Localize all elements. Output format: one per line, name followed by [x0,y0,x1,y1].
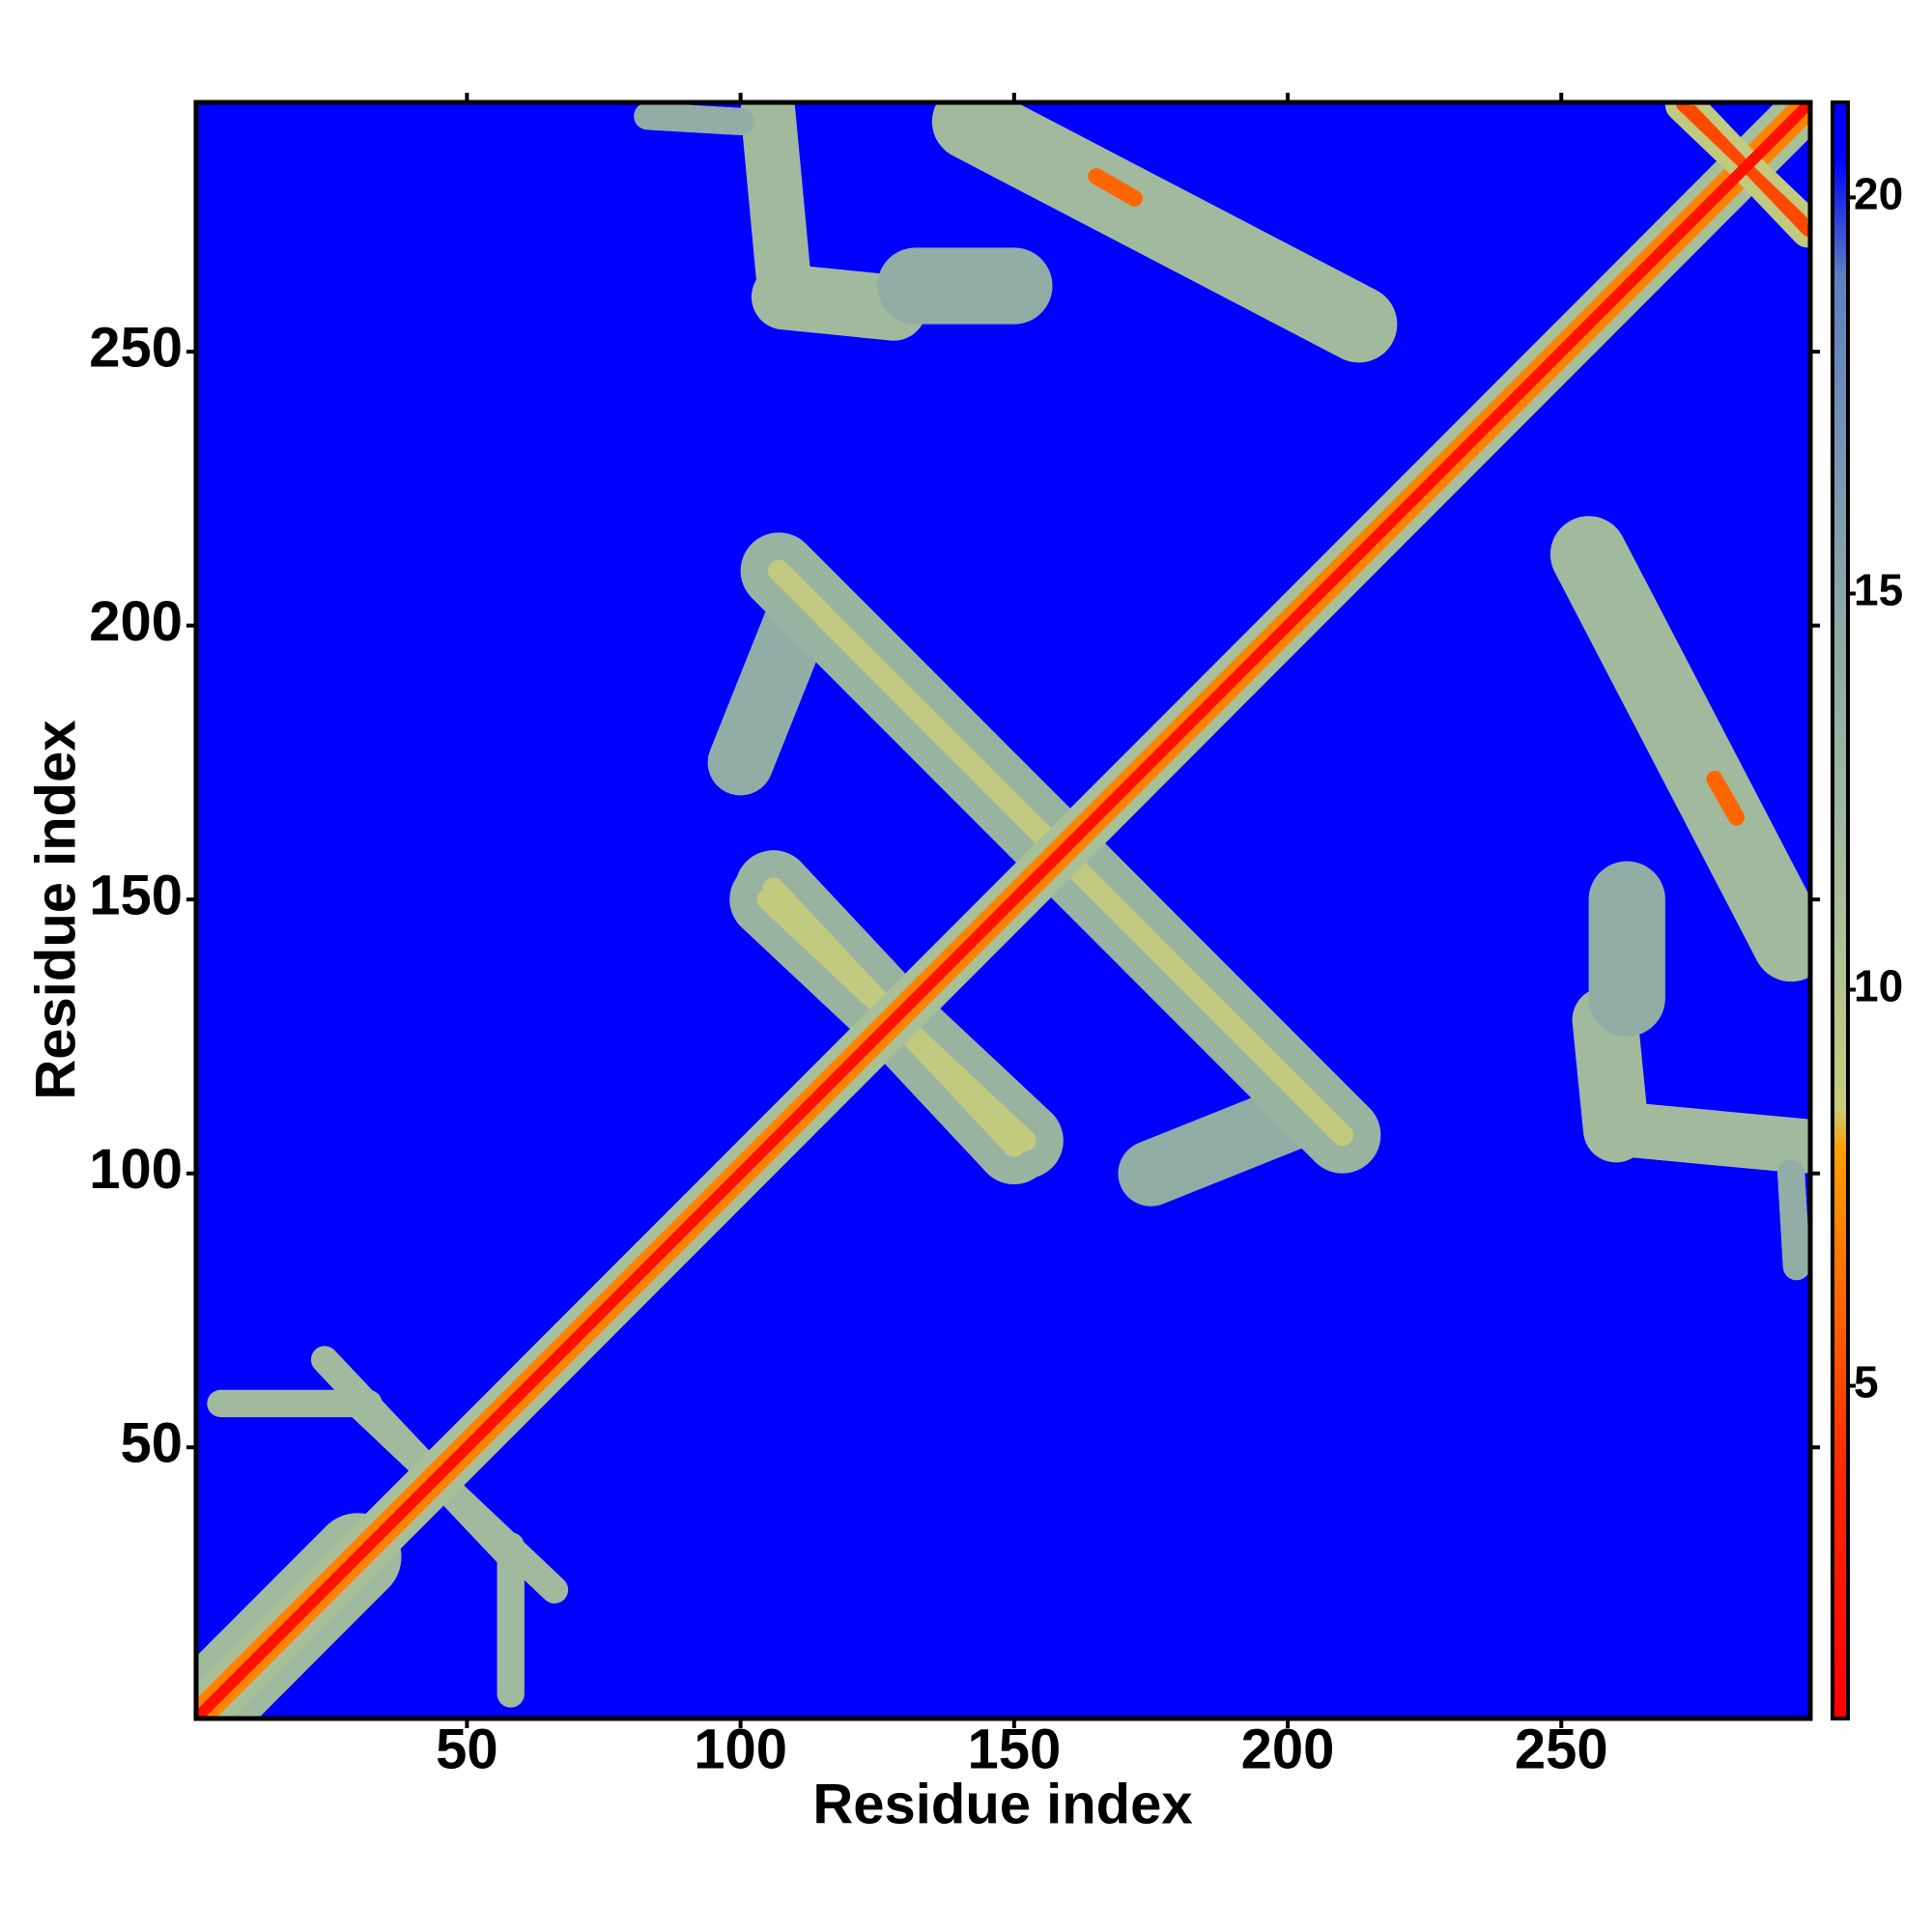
colorbar-tick-label: 15 [1854,565,1903,615]
contact-region-mirror [1706,770,1746,826]
contact-region-mirror [1599,1102,1810,1174]
contact-region-mirror [196,102,1810,1719]
contact-region [931,102,1398,363]
contact-region-mirror [1676,102,1808,226]
contact-region [740,102,812,314]
contact-region-mirror [1058,850,1354,1147]
contact-region-mirror [1777,1159,1810,1281]
y-tick-label: 150 [89,864,183,926]
x-tick-label: 250 [1515,1718,1608,1780]
contact-region [1088,168,1143,207]
contact-region [767,559,1064,856]
y-tick-label: 100 [89,1138,183,1201]
x-tick-label: 50 [436,1718,498,1780]
contact-region [634,102,754,136]
y-tick-label: 250 [89,316,183,379]
contact-region-mirror [1549,516,1810,982]
x-tick-label: 100 [694,1718,787,1780]
x-tick-label: 150 [967,1718,1061,1780]
x-axis-title: Residue index [812,1773,1192,1835]
contact-region-mirror [1572,986,1649,1163]
y-tick-label: 200 [89,590,183,653]
colorbar-tick-label: 5 [1854,1357,1879,1407]
contact-region [751,264,927,341]
y-axis-title: Residue index [24,720,87,1099]
colorbar-tick-label: 10 [1854,961,1903,1011]
x-tick-label: 200 [1241,1718,1335,1780]
y-tick-label: 50 [120,1412,183,1475]
plot-frame [193,99,1813,1721]
heatmap [196,102,1810,1719]
colorbar [1831,100,1850,1720]
contact-region-mirror [310,1346,525,1571]
colorbar-tick-label: 20 [1854,169,1903,219]
